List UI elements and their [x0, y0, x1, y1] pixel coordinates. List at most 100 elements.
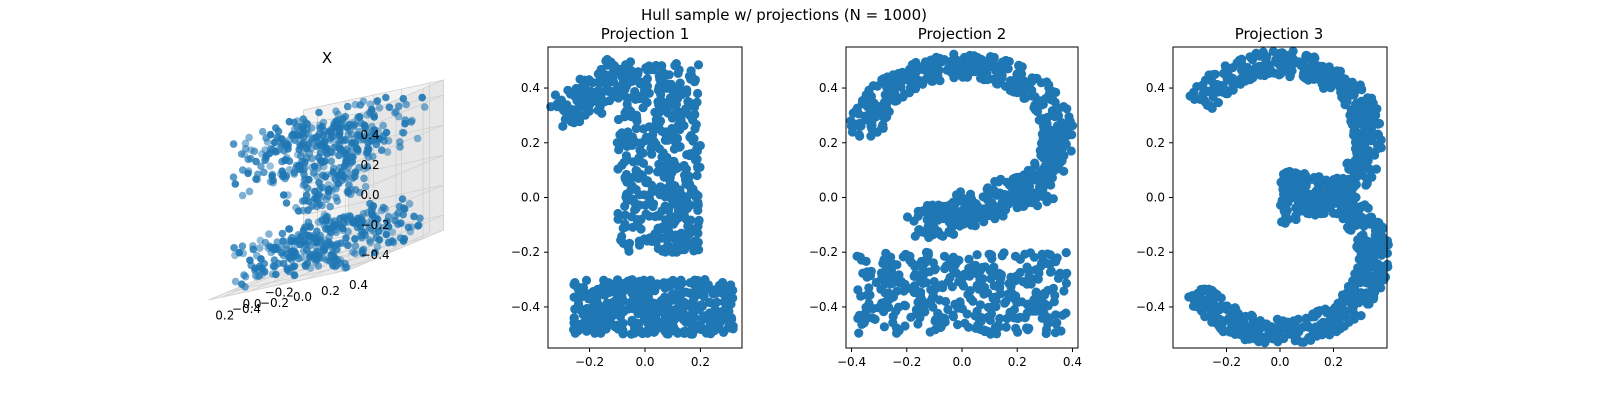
data-point [1308, 57, 1318, 67]
data-point [684, 181, 694, 191]
data-point [266, 177, 275, 186]
y-tick-label: 0.4 [349, 278, 368, 292]
data-point [1298, 322, 1308, 332]
data-point [385, 103, 394, 112]
data-point [1012, 271, 1022, 281]
data-point [625, 57, 636, 67]
data-point [941, 261, 952, 271]
data-point [936, 208, 947, 218]
data-point [880, 90, 890, 100]
data-point [667, 295, 677, 305]
data-point [914, 225, 924, 235]
data-point [1366, 212, 1377, 222]
data-point [640, 76, 650, 86]
data-point [871, 112, 881, 122]
data-point [1282, 172, 1293, 182]
data-point [241, 272, 250, 281]
data-point [943, 304, 953, 315]
data-point [633, 219, 643, 230]
data-point [975, 265, 986, 275]
data-point [865, 271, 876, 281]
data-point [391, 108, 399, 117]
data-point [1060, 270, 1070, 280]
data-point [1325, 330, 1335, 340]
data-point [388, 228, 397, 236]
data-point [990, 205, 1001, 215]
data-point [639, 300, 649, 310]
data-point [1350, 283, 1360, 293]
data-point [609, 61, 619, 71]
data-point [1357, 288, 1368, 298]
data-point [1036, 97, 1046, 107]
data-point [853, 285, 863, 295]
data-point [581, 91, 591, 101]
data-point [1030, 158, 1040, 168]
data-point [692, 193, 702, 203]
data-point [344, 227, 352, 236]
data-point [687, 329, 698, 339]
data-point [260, 168, 268, 177]
data-point [1343, 207, 1353, 217]
data-point [674, 142, 685, 152]
data-point [1299, 169, 1310, 179]
data-point [905, 64, 915, 74]
data-point [313, 138, 322, 146]
data-point [312, 243, 321, 251]
data-point [1224, 314, 1234, 324]
data-point [413, 134, 422, 143]
data-point [891, 306, 901, 316]
data-point [348, 174, 357, 182]
data-point [931, 315, 941, 325]
data-point [641, 132, 652, 142]
data-point [907, 258, 917, 268]
data-point [308, 154, 316, 163]
data-point [1282, 187, 1293, 197]
data-point [345, 120, 354, 129]
data-point [1309, 188, 1319, 198]
data-point [624, 246, 634, 256]
data-point [1350, 103, 1360, 113]
data-point [277, 139, 286, 148]
data-point [313, 227, 321, 236]
panel-3d: X −0.20.00.2−0.4−0.2 0.0 0.2 0.4−0.4−0.20.0… [208, 49, 444, 322]
data-point [1241, 311, 1251, 321]
data-point [580, 110, 590, 120]
data-point [265, 230, 273, 238]
panel-projection-1: Projection 1 −0.2 0.0 0.2 −0.4 −0.2 0.0 0.2 0.4 [511, 25, 743, 369]
data-point [331, 262, 340, 271]
data-point [342, 150, 350, 158]
data-point [1012, 298, 1022, 308]
data-point [293, 150, 302, 159]
data-point [869, 98, 879, 108]
data-point [1015, 254, 1025, 264]
x-tick-label: 0.2 [691, 355, 710, 369]
data-point [284, 225, 293, 233]
data-point [1342, 159, 1352, 169]
data-point [867, 313, 877, 323]
data-point [972, 250, 982, 260]
data-point [1291, 322, 1301, 332]
data-point [1024, 179, 1034, 189]
data-point [253, 170, 262, 179]
data-point [1184, 292, 1194, 302]
data-point [1264, 68, 1274, 78]
data-point [1211, 84, 1221, 94]
data-point [725, 294, 735, 304]
data-point [992, 79, 1002, 89]
data-point [300, 133, 308, 141]
data-point [675, 185, 685, 195]
data-point [1022, 308, 1032, 318]
data-point [1188, 301, 1199, 311]
y-tick-label: −0.4 [511, 300, 540, 314]
data-point [996, 174, 1006, 184]
data-point [693, 88, 703, 99]
data-point [1025, 191, 1035, 201]
y-tick-label: 0.2 [521, 136, 540, 150]
data-point [650, 286, 660, 296]
data-point [272, 270, 280, 279]
data-point [1261, 319, 1272, 329]
data-point [268, 172, 276, 180]
data-point [652, 230, 662, 240]
data-point [595, 78, 605, 88]
data-point [931, 73, 941, 83]
